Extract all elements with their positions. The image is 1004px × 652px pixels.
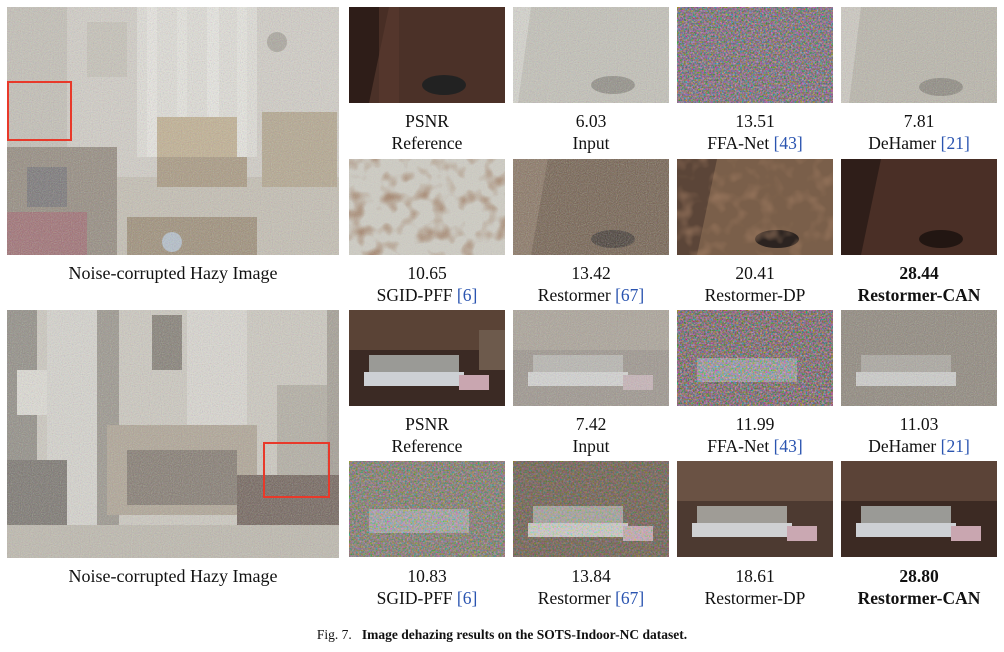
label-block1-cell3: 13.51 FFA-Net [43] (707, 111, 803, 153)
crop-restormer-1 (513, 159, 669, 255)
crop-restormer-dp-2 (677, 461, 833, 557)
crop-input-1 (513, 7, 669, 103)
label-block1-cell2: 6.03 Input (572, 111, 610, 153)
label-block2-cell6: 13.84 Restormer [67] (537, 566, 645, 608)
crop-restormer-can-2 (841, 461, 997, 557)
crop-sgid-pff-2 (349, 461, 505, 557)
crop-restormer-2 (513, 461, 669, 557)
crop-ffa-net-2 (677, 310, 833, 406)
crop-restormer-can-1 (841, 159, 997, 255)
label-block1-cell5: 10.65 SGID-PFF [6] (376, 263, 478, 305)
crop-dehamer-1 (841, 7, 997, 103)
label-block2-cell1: PSNR Reference (391, 414, 463, 456)
figure-caption: Fig. 7. Image dehazing results on the SO… (0, 627, 1004, 643)
label-block1-cell6: 13.42 Restormer [67] (537, 263, 645, 305)
zoom-region-box (263, 442, 330, 498)
crop-reference-2 (349, 310, 505, 406)
crop-input-2 (513, 310, 669, 406)
label-block1-cell7: 20.41 Restormer-DP (704, 263, 806, 305)
label-block2-cell4: 11.03 DeHamer [21] (868, 414, 970, 456)
crop-sgid-pff-1 (349, 159, 505, 255)
hazy-image-2 (7, 310, 339, 558)
main-image-caption-2: Noise-corrupted Hazy Image (68, 566, 278, 586)
label-block2-cell3: 11.99 FFA-Net [43] (707, 414, 803, 456)
crop-reference-1 (349, 7, 505, 103)
crop-dehamer-2 (841, 310, 997, 406)
crop-restormer-dp-1 (677, 159, 833, 255)
label-block1-cell4: 7.81 DeHamer [21] (868, 111, 970, 153)
figure-caption-text: Image dehazing results on the SOTS-Indoo… (361, 627, 688, 642)
hazy-image-1 (7, 7, 339, 255)
label-block2-cell7: 18.61 Restormer-DP (704, 566, 806, 608)
main-image-caption-1: Noise-corrupted Hazy Image (68, 263, 278, 283)
crop-ffa-net-1 (677, 7, 833, 103)
label-block2-cell5: 10.83 SGID-PFF [6] (376, 566, 478, 608)
label-block2-cell2: 7.42 Input (572, 414, 610, 456)
figure-label: Fig. 7. (316, 627, 352, 642)
label-block2-cell8: 28.80 Restormer-CAN (857, 566, 981, 608)
label-block1-cell8: 28.44 Restormer-CAN (857, 263, 981, 305)
label-block1-cell1: PSNR Reference (391, 111, 463, 153)
zoom-region-box (7, 81, 72, 141)
